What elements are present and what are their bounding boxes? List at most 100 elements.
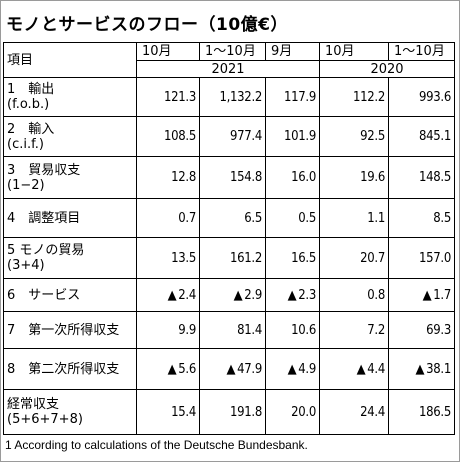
value-cell: 2.4: [136, 278, 200, 312]
row-label-main: 1 輸出: [7, 82, 55, 97]
value-cell: 148.5: [388, 156, 455, 199]
value-cell: 6.5: [199, 198, 266, 238]
col-header: 10月: [319, 42, 389, 61]
row-label: 2 輸入 (c.i.f.): [3, 116, 137, 157]
negative-value: 1.7: [423, 288, 452, 303]
negative-value: 38.1: [415, 362, 451, 377]
negative-value: 2.4: [168, 288, 197, 303]
value-cell: 993.6: [388, 77, 455, 117]
negative-value: 4.9: [288, 362, 317, 377]
row-label: 1 輸出 (f.o.b.): [3, 77, 137, 117]
value-cell: 108.5: [136, 116, 200, 157]
row-label: 5 モノの貿易 (3+4): [3, 237, 137, 279]
value-cell: 12.8: [136, 156, 200, 199]
negative-value: 2.3: [288, 288, 317, 303]
value: 0.5: [298, 210, 316, 226]
value-cell: 16.5: [265, 237, 320, 279]
value: 101.9: [284, 129, 316, 144]
value: 15.4: [171, 404, 196, 420]
value-cell: 112.2: [319, 77, 389, 117]
value: 9.9: [178, 322, 196, 338]
row-label-sub: (5+6+7+8): [7, 412, 83, 427]
value: 154.8: [230, 170, 262, 185]
value-cell: 186.5: [388, 389, 455, 435]
row-label: 8 第二次所得収支: [3, 348, 137, 390]
value: 20.0: [291, 404, 316, 420]
value-cell: 117.9: [265, 77, 320, 117]
table-row: 1 輸出 (f.o.b.) 121.3 1,132.2 117.9 112.2 993.6: [3, 77, 455, 117]
row-label: 4 調整項目: [3, 198, 137, 238]
value: 191.8: [230, 404, 262, 420]
row-label-sub: (f.o.b.): [7, 97, 50, 112]
row-label-sub: (c.i.f.): [7, 136, 44, 152]
value: 108.5: [164, 129, 196, 144]
value: 0.8: [367, 287, 385, 303]
value-cell: 13.5: [136, 237, 200, 279]
negative-value: 2.9: [234, 288, 263, 303]
value-cell: 191.8: [199, 389, 266, 435]
value-cell: 0.7: [136, 198, 200, 238]
row-label: 3 貿易収支 (1−2): [3, 156, 137, 199]
row-label-main: 4 調整項目: [7, 210, 81, 226]
row-label-main: 8 第二次所得収支: [7, 361, 120, 377]
row-label: 7 第一次所得収支: [3, 311, 137, 349]
value-cell: 157.0: [388, 237, 455, 279]
negative-value: 47.9: [226, 362, 262, 377]
value: 121.3: [164, 89, 196, 105]
value: 186.5: [419, 404, 451, 420]
value-cell: 8.5: [388, 198, 455, 238]
table-row: 8 第二次所得収支 5.6 47.9 4.9 4.4 38.1: [3, 348, 455, 390]
value-cell: 1,132.2: [199, 77, 266, 117]
table-row: 4 調整項目 0.7 6.5 0.5 1.1 8.5: [3, 198, 455, 238]
value: 0.7: [178, 210, 196, 226]
value-cell: 161.2: [199, 237, 266, 279]
row-label-main: 7 第一次所得収支: [7, 322, 120, 338]
year-header-2020: 2020: [319, 60, 455, 78]
value: 845.1: [419, 129, 451, 144]
value: 7.2: [367, 322, 385, 338]
value: 157.0: [419, 250, 451, 266]
value: 1.1: [367, 210, 385, 226]
value: 12.8: [171, 170, 196, 185]
value: 24.4: [360, 404, 385, 420]
table-title: モノとサービスのフロー（10億€）: [6, 15, 288, 35]
row-label-main: 6 サービス: [7, 287, 81, 303]
negative-value: 5.6: [168, 362, 197, 377]
value: 16.5: [291, 250, 316, 266]
col-header: 9月: [265, 42, 320, 61]
row-label: 経常収支 (5+6+7+8): [3, 389, 137, 435]
item-header: 項目: [3, 42, 137, 78]
value-cell: 16.0: [265, 156, 320, 199]
col-header: 1～10月: [388, 42, 455, 61]
value-cell: 101.9: [265, 116, 320, 157]
value: 993.6: [419, 89, 451, 105]
value-cell: 19.6: [319, 156, 389, 199]
value: 8.5: [433, 210, 451, 226]
value-cell: 1.1: [319, 198, 389, 238]
value-cell: 81.4: [199, 311, 266, 349]
value-cell: 0.5: [265, 198, 320, 238]
value: 112.2: [353, 89, 385, 105]
table-row: 2 輸入 (c.i.f.) 108.5 977.4 101.9 92.5 845.1: [3, 116, 455, 157]
flow-table: 項目 10月 1～10月 9月 10月 1～10月 2021 2020 1 輸出…: [3, 42, 455, 435]
value-cell: 20.7: [319, 237, 389, 279]
value: 81.4: [237, 322, 262, 338]
value-cell: 154.8: [199, 156, 266, 199]
row-label-main: 経常収支: [7, 397, 60, 412]
value-cell: 4.4: [319, 348, 389, 390]
row-label-main: 2 輸入: [7, 121, 55, 137]
value: 20.7: [360, 250, 385, 266]
value-cell: 4.9: [265, 348, 320, 390]
value-cell: 2.3: [265, 278, 320, 312]
col-header: 10月: [136, 42, 200, 61]
table-row: 7 第一次所得収支 9.9 81.4 10.6 7.2 69.3: [3, 311, 455, 349]
row-label-main: 5 モノの貿易: [7, 243, 85, 258]
negative-value: 4.4: [357, 362, 386, 377]
value-cell: 0.8: [319, 278, 389, 312]
footnote: 1 According to calculations of the Deuts…: [5, 438, 308, 452]
value-cell: 92.5: [319, 116, 389, 157]
year-header-2021: 2021: [136, 60, 320, 78]
value-cell: 1.7: [388, 278, 455, 312]
value: 10.6: [291, 322, 316, 338]
value-cell: 7.2: [319, 311, 389, 349]
